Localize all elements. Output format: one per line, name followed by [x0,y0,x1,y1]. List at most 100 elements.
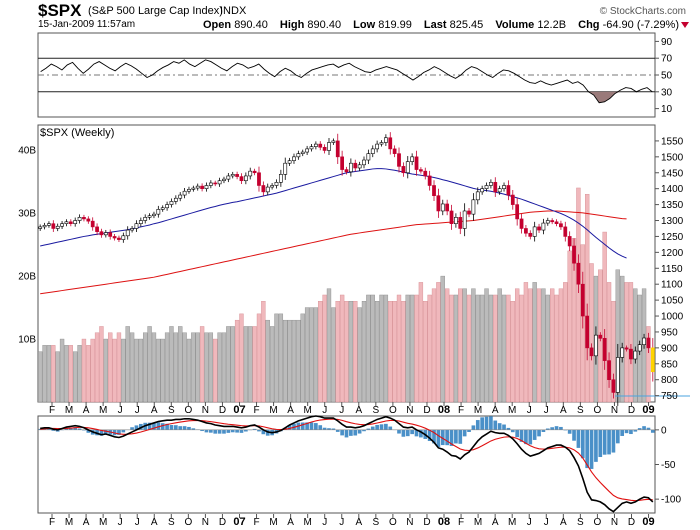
macd-histogram-bar [379,424,384,430]
macd-histogram-bar [178,426,183,430]
candle-body [187,189,191,192]
x-tick-label: N [406,405,413,416]
macd-histogram-bar [103,429,108,434]
candle-body [265,186,270,193]
candle-body [580,283,585,317]
volume-bar [462,288,467,403]
volume-bar [501,294,507,403]
macd-histogram-bar [174,425,178,430]
candle-body [524,228,528,234]
candle-body [235,174,239,177]
volume-bar [361,301,367,403]
macd-histogram-bar [244,429,248,432]
volume-bar [64,345,69,403]
macd-histogram-bar [349,429,353,436]
macd-histogram-bar [204,429,209,433]
volume-bar [453,294,459,403]
volume-bar [589,263,594,403]
macd-histogram-bar [607,429,611,455]
x-tick-label: M [508,405,516,416]
macd-histogram-bar [436,429,441,447]
candle-body [362,159,366,166]
volume-bar [409,294,415,403]
candle-body [594,334,598,357]
macd-histogram-bar [440,429,445,446]
candle-body [559,223,563,228]
volume-bar [217,332,222,403]
macd-histogram-bar [615,429,620,444]
x-axis-labels-lower: F M A M J J A S O N D 07 F M A M J J A S O N D 08 F M A M J J A S O N D 09 [49,514,655,528]
volume-bar [396,294,402,403]
x-tick-label: S [373,405,380,416]
volume-bar [401,301,406,403]
macd-signal-line [40,418,653,502]
x-tick-label: A [355,517,362,528]
candle-body [169,201,174,205]
macd-histogram-bar [637,428,642,430]
candle-body [82,217,86,220]
volume-bar [405,294,410,403]
candle-body [117,237,121,240]
macd-histogram-bar [55,429,60,432]
candle-body [178,194,183,199]
candle-body [226,175,231,180]
candle-body [589,347,594,357]
volume-bar [213,338,218,403]
candle-body [349,162,353,173]
macd-histogram-bar [217,429,222,434]
macd-histogram-bar [602,429,607,455]
volume-bar [160,338,165,403]
volume-bar [304,307,310,403]
volume-bar [278,313,284,403]
macd-line [40,415,654,513]
macd-histogram-bar [545,428,550,430]
candle-body [112,236,117,239]
volume-bar [488,294,494,403]
volume-bar [243,326,249,403]
volume-bar [374,301,380,403]
x-tick-label: J [322,517,327,528]
macd-histogram-bar [117,429,121,435]
candle-body [318,143,323,148]
volume-bar [147,326,152,403]
x-tick-label: N [202,517,209,528]
macd-histogram-bar [187,426,191,430]
macd-histogram-bar [594,429,598,462]
volume-bar [318,301,323,403]
volume-bar [628,282,634,403]
x-tick-label: M [269,517,277,528]
volume-bar [357,307,362,403]
candle-body [55,225,60,229]
x-tick-label: M [99,517,107,528]
macd-histogram-bar [261,429,266,435]
candle-body [64,221,69,225]
candle-body [454,217,458,225]
candle-body [506,185,511,196]
volume-bar [248,326,253,403]
x-tick-label: 08 [438,516,450,528]
x-tick-label: N [611,517,618,528]
volume-bar [226,326,231,403]
quote-date: 15-Jan-2009 11:57am [38,19,136,30]
price-tick-label: 1300 [661,216,684,227]
candle-body [292,156,296,161]
macd-histogram-bar [370,426,375,430]
volume-bar [344,301,349,403]
x-tick-label: J [322,405,327,416]
candle-body [173,197,178,202]
candle-body [432,185,436,196]
volume-bar [602,231,607,403]
volume-bar [611,301,616,403]
x-tick-label: 09 [642,516,654,528]
volume-bar [51,345,56,403]
rsi-oversold-fill [588,91,621,103]
volume-bar [112,338,117,403]
open-label: Open [203,19,232,31]
volume-bar [38,351,43,403]
macd-histogram-bar [642,426,646,430]
candle-body [287,160,292,164]
macd-histogram-bar [213,429,218,434]
volume-bar [252,326,257,403]
candle-body [567,236,572,247]
